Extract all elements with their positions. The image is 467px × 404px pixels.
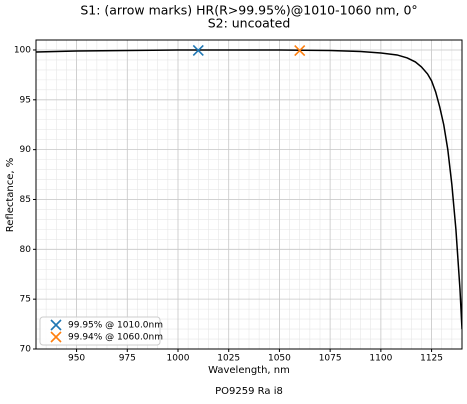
- x-tick-label: 1050: [268, 354, 291, 364]
- legend-marker: [50, 331, 62, 343]
- x-tick-label: 1075: [319, 354, 342, 364]
- y-tick-label: 90: [20, 145, 32, 155]
- footer: PO9259 Ra i8: [215, 386, 283, 397]
- marker: [192, 44, 204, 57]
- y-axis-label: Reflectance, %: [5, 158, 16, 233]
- marker-shape: [192, 44, 204, 57]
- legend-label: 99.95% @ 1010.0nm: [68, 321, 163, 331]
- legend-marker: [50, 319, 62, 331]
- x-tick-label: 1125: [420, 354, 443, 364]
- legend-marker-shape: [50, 319, 62, 331]
- legend-box: [39, 316, 161, 346]
- chart-title: S1: (arrow marks) HR(R>99.95%)@1010-1060…: [80, 3, 417, 18]
- plot-frame: [35, 39, 463, 350]
- data-line: [36, 49, 462, 330]
- legend-marker-shape: [50, 331, 62, 343]
- x-tick-label: 1000: [167, 354, 190, 364]
- x-axis-label: Wavelength, nm: [208, 365, 290, 376]
- marker: [294, 45, 306, 57]
- y-tick-label: 80: [20, 245, 32, 255]
- x-tick-label: 950: [68, 354, 85, 364]
- legend-label: 99.94% @ 1060.0nm: [68, 333, 163, 343]
- x-tick-label: 1025: [217, 354, 240, 364]
- y-tick-label: 70: [20, 345, 32, 355]
- x-tick-label: 1100: [369, 354, 392, 364]
- y-tick-label: 85: [20, 195, 31, 205]
- y-tick-label: 75: [20, 295, 31, 305]
- marker-shape: [294, 45, 306, 57]
- chart-subtitle: S2: uncoated: [208, 16, 291, 31]
- y-tick-label: 95: [20, 95, 31, 105]
- x-tick-label: 975: [119, 354, 136, 364]
- y-tick-label: 100: [14, 45, 31, 55]
